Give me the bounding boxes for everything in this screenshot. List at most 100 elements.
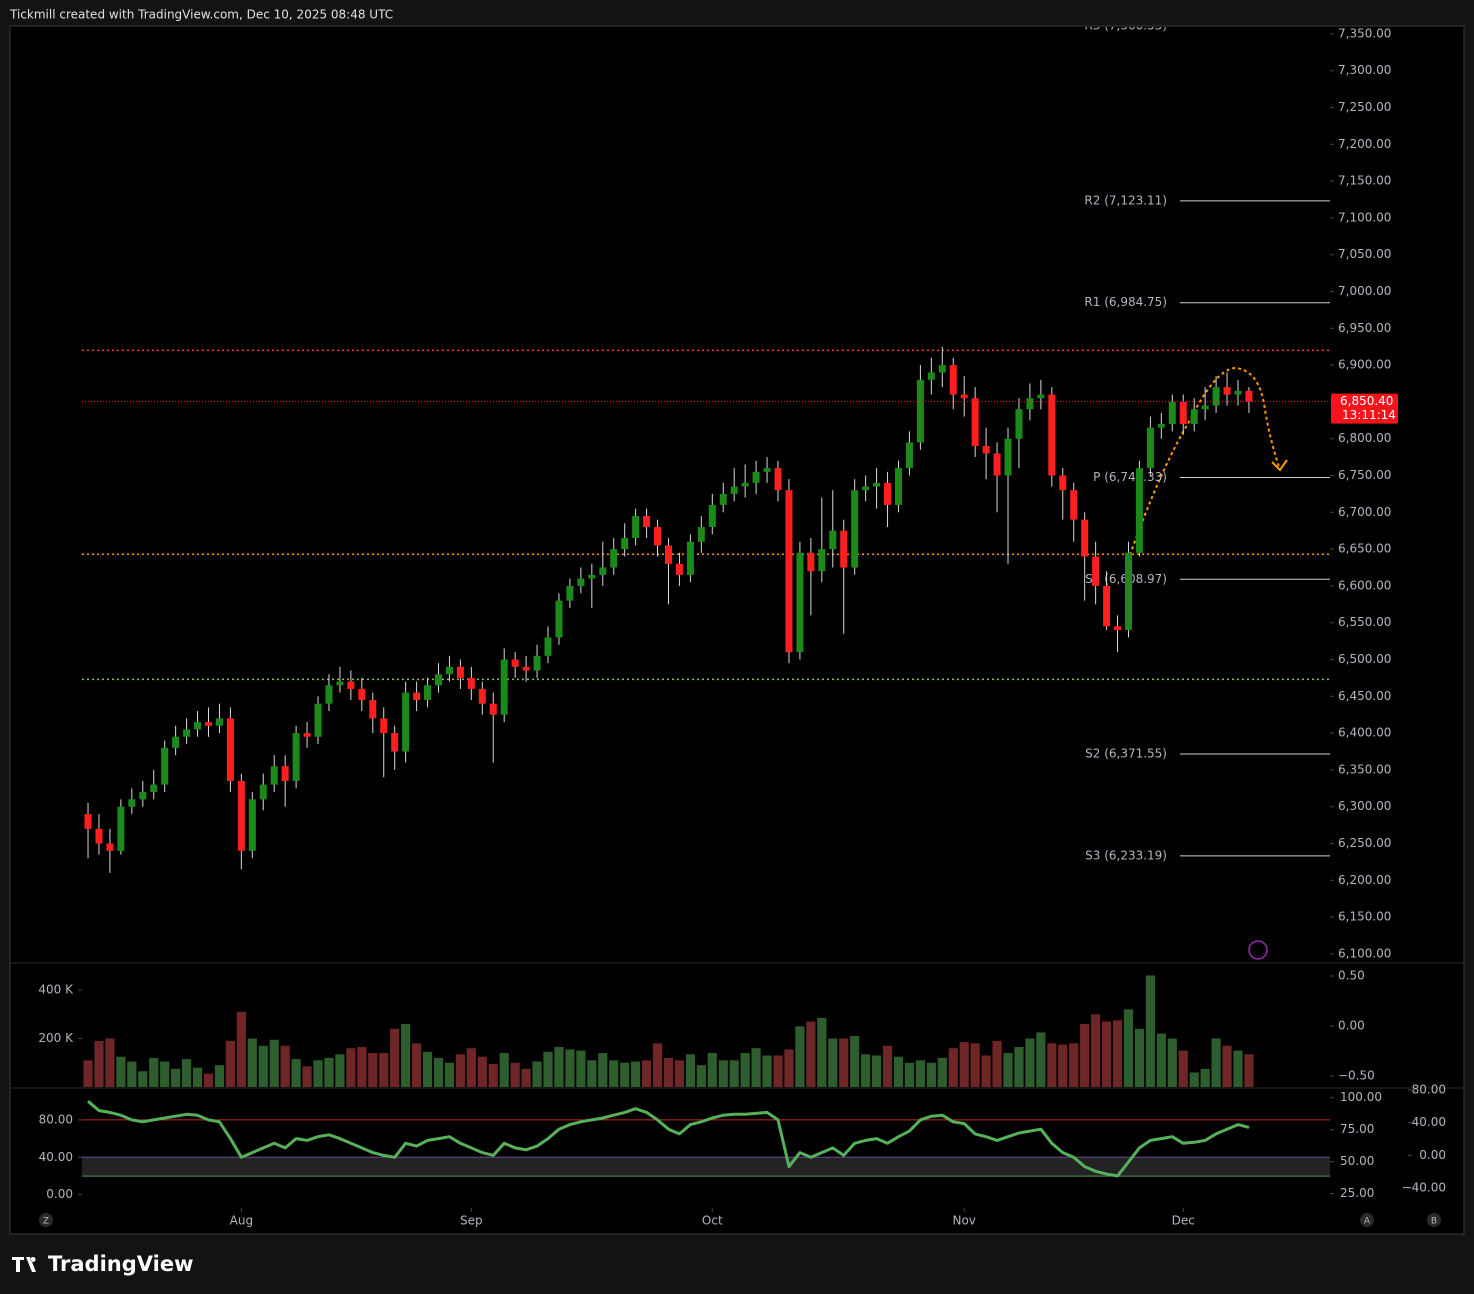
volume-bar <box>926 1062 936 1087</box>
y-tick-label: 7,200.00 <box>1338 137 1391 151</box>
volume-bar <box>181 1059 192 1087</box>
pivot-label: R1 (6,984.75) <box>1084 295 1167 309</box>
x-tick-label: Aug <box>230 1214 253 1228</box>
candle-body <box>1114 626 1122 631</box>
countdown-label: 13:11:14 <box>1342 408 1396 422</box>
oscillator-line <box>87 1100 1250 1178</box>
volume-bar <box>1014 1046 1024 1087</box>
candle-body <box>500 659 508 715</box>
volume-bar <box>696 1065 706 1087</box>
candle-body <box>1092 556 1100 586</box>
candle-body <box>555 600 563 638</box>
candle-body <box>391 733 399 752</box>
candle-body <box>873 482 881 487</box>
candle-body <box>1059 475 1067 491</box>
volume-bar <box>477 1056 487 1087</box>
volume-bar <box>1200 1068 1210 1087</box>
candle-body <box>577 578 585 586</box>
volume-bar <box>839 1038 849 1087</box>
pivot-label: R3 (7,360.53) <box>1084 19 1167 33</box>
candle-body <box>281 766 289 781</box>
candle-body <box>851 490 859 568</box>
candle-body <box>1081 519 1089 557</box>
candle-body <box>325 685 333 704</box>
pivot-label: P (6,747.33) <box>1093 470 1167 484</box>
volume-bar <box>850 1036 860 1087</box>
volume-bar <box>751 1048 761 1087</box>
candle-body <box>413 692 421 700</box>
button[interactable]: A <box>1364 1217 1371 1227</box>
candle-body <box>1135 468 1143 553</box>
volume-bar <box>871 1055 882 1087</box>
volume-bar <box>1134 1028 1145 1087</box>
button[interactable]: B <box>1431 1217 1437 1227</box>
candle-body <box>884 482 892 505</box>
candle-body <box>949 365 957 395</box>
candle-body <box>697 527 705 542</box>
button[interactable]: Z <box>43 1217 49 1227</box>
level-band <box>82 1157 1330 1176</box>
volume-bar <box>937 1057 947 1087</box>
candle-body <box>1245 390 1253 402</box>
volume-bar <box>258 1045 268 1087</box>
candle-body <box>982 446 990 454</box>
candle-body <box>380 718 388 734</box>
candle-body <box>117 806 125 851</box>
volume-bar <box>861 1054 871 1087</box>
header-text: Tickmill created with TradingView.com, D… <box>9 8 393 22</box>
y-tick-label: 400 K <box>38 982 74 996</box>
volume-bar <box>641 1060 652 1087</box>
volume-bar <box>685 1054 695 1087</box>
alert-icon[interactable] <box>1248 940 1268 960</box>
volume-bar <box>127 1061 137 1087</box>
volume-bar <box>565 1049 575 1087</box>
volume-bar <box>269 1039 279 1087</box>
candle-body <box>960 394 968 399</box>
button-bg[interactable] <box>1360 1213 1374 1227</box>
volume-bar <box>346 1048 356 1087</box>
candle-body <box>150 784 158 792</box>
candle-body <box>588 574 596 579</box>
y3-tick-label: 0.00 <box>1419 1148 1446 1162</box>
candle-body <box>708 504 716 528</box>
volume-bar <box>1167 1038 1177 1087</box>
candle-body <box>993 453 1001 476</box>
volume-bar <box>105 1038 115 1087</box>
last-price-badge <box>1331 393 1398 424</box>
candle-body <box>194 722 202 730</box>
candle-body <box>829 530 837 550</box>
candle-body <box>161 747 169 785</box>
y-tick-label: 0.00 <box>46 1187 73 1201</box>
volume-bar <box>466 1048 476 1087</box>
volume-bar <box>1003 1053 1013 1087</box>
volume-bar <box>663 1057 674 1087</box>
button-bg[interactable] <box>39 1213 53 1227</box>
button-bg[interactable] <box>1427 1213 1441 1227</box>
volume-bar <box>455 1054 465 1087</box>
candle-body <box>358 688 366 700</box>
volume-bar <box>1178 1050 1188 1087</box>
volume-bar <box>1189 1072 1199 1087</box>
y-tick-label: 6,100.00 <box>1338 946 1391 960</box>
volume-bar <box>773 1055 783 1087</box>
volume-bar <box>488 1063 498 1087</box>
volume-bar <box>291 1059 301 1087</box>
volume-bar <box>1112 1020 1123 1087</box>
volume-bar <box>149 1057 159 1087</box>
y-tick-label: 6,350.00 <box>1338 762 1391 776</box>
candle-body <box>1103 585 1111 627</box>
candle-body <box>566 585 574 601</box>
volume-bar <box>225 1040 236 1087</box>
volume-bar <box>313 1060 323 1087</box>
y-tick-label: 6,150.00 <box>1338 910 1391 924</box>
y-tick-label: 80.00 <box>39 1112 73 1126</box>
volume-bar <box>992 1040 1002 1087</box>
candle-body <box>1015 409 1023 439</box>
volume-bar <box>1036 1032 1046 1087</box>
candle-body <box>719 493 727 505</box>
volume-bar <box>1025 1038 1035 1087</box>
volume-bar <box>203 1073 214 1087</box>
candle-body <box>774 468 782 491</box>
pivot-label: S3 (6,233.19) <box>1085 848 1167 862</box>
